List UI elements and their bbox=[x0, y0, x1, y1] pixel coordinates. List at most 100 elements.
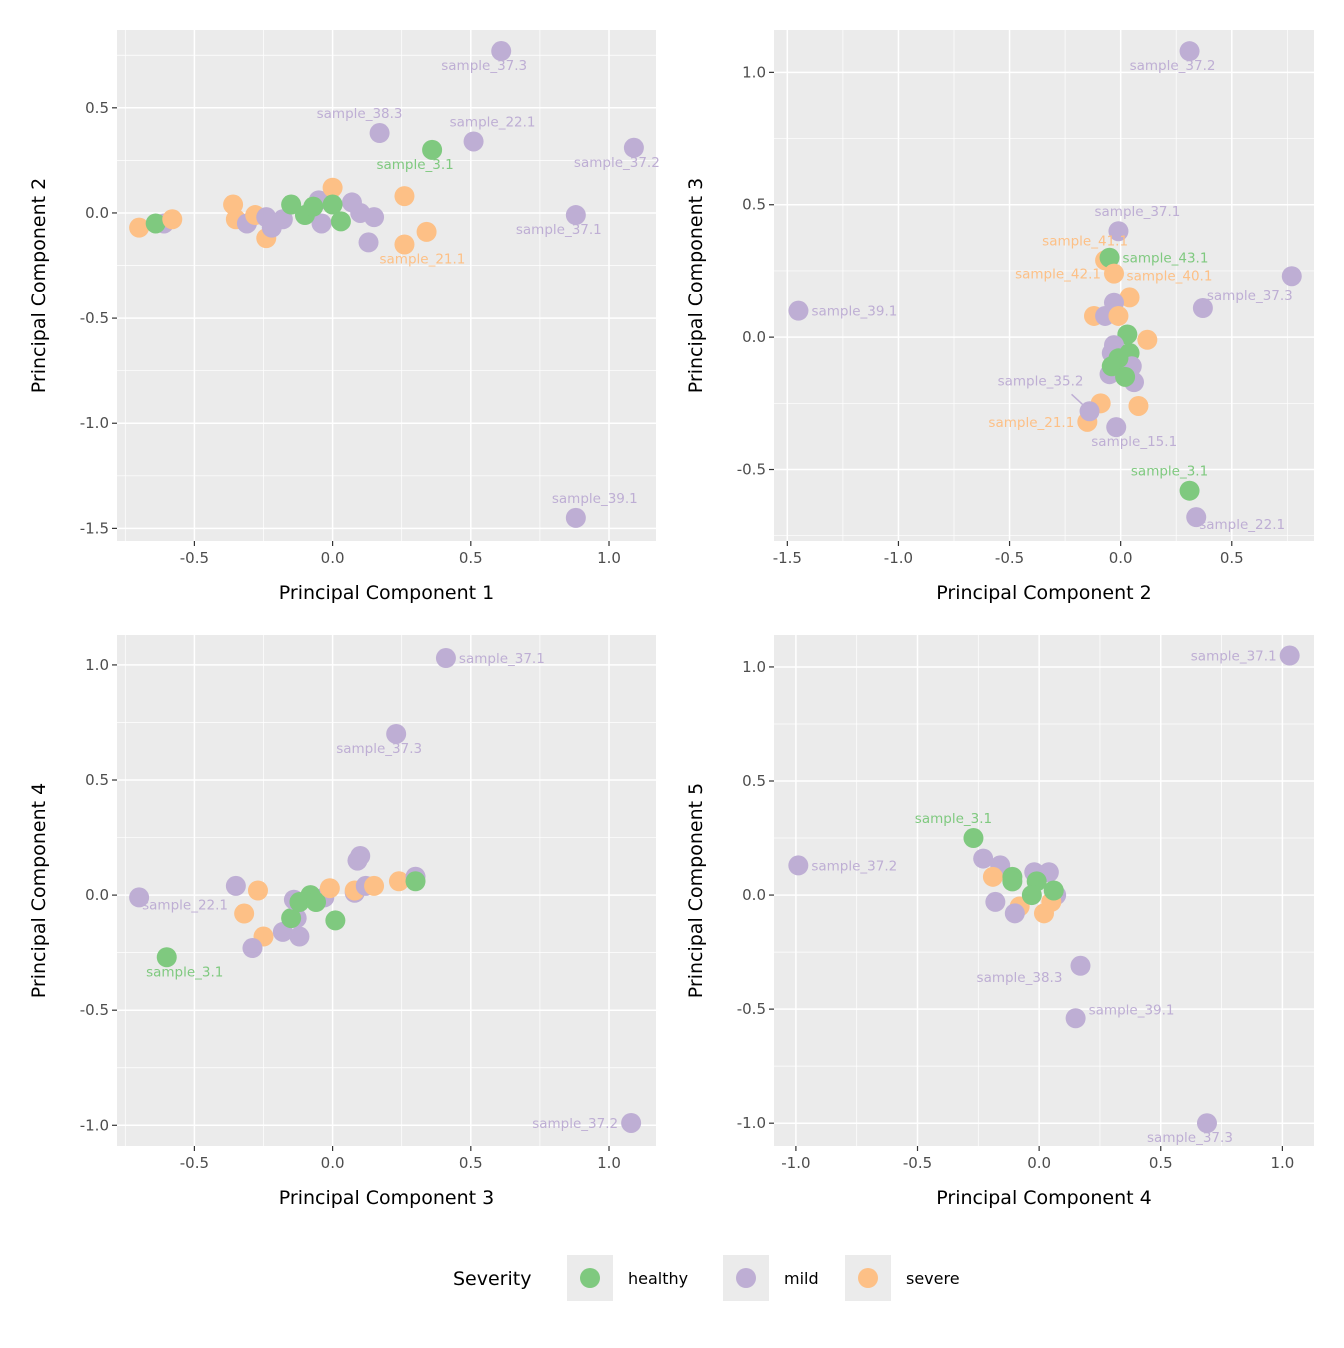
x-tick-label: -1.5 bbox=[773, 549, 802, 567]
data-point-healthy bbox=[325, 910, 346, 931]
point-label: sample_37.3 bbox=[1207, 288, 1293, 304]
y-tick-label: 0.0 bbox=[85, 204, 109, 222]
x-tick-label: 0.0 bbox=[1109, 549, 1133, 567]
data-point-mild bbox=[1186, 507, 1207, 528]
points bbox=[129, 648, 642, 1133]
x-tick-label: -0.5 bbox=[180, 549, 209, 567]
point-label: sample_41.1 bbox=[1042, 233, 1128, 249]
y-tick-label: -0.5 bbox=[737, 461, 766, 479]
point-label: sample_37.2 bbox=[532, 1116, 618, 1132]
data-point-healthy bbox=[422, 139, 443, 160]
data-point-severe bbox=[319, 878, 340, 899]
legend-swatch-healthy bbox=[580, 1268, 600, 1288]
y-tick-label: 1.0 bbox=[742, 63, 766, 81]
data-point-healthy bbox=[156, 947, 177, 968]
data-point-severe bbox=[1108, 305, 1129, 326]
data-point-mild bbox=[364, 207, 385, 228]
point-labels: sample_22.1 sample_37.1 sample_37.3 sample_… bbox=[142, 651, 618, 1132]
y-tick-label: -1.0 bbox=[80, 1116, 109, 1134]
data-point-healthy bbox=[145, 213, 166, 234]
data-point-mild bbox=[1179, 41, 1200, 62]
x-tick-label: 0.5 bbox=[1149, 1154, 1173, 1172]
x-tick-label: 0.5 bbox=[1220, 549, 1244, 567]
data-point-mild bbox=[1196, 1113, 1217, 1134]
x-tick-label: -0.5 bbox=[903, 1154, 932, 1172]
data-point-mild bbox=[788, 855, 809, 876]
data-point-healthy bbox=[1101, 356, 1122, 377]
data-point-mild bbox=[347, 850, 368, 871]
legend-item-mild: mild bbox=[723, 1255, 819, 1301]
data-point-mild bbox=[1070, 955, 1091, 976]
y-tick-label: 1.0 bbox=[85, 656, 109, 674]
panel-3: -0.5 0.0 0.5 1.0 -1.0 -0.5 0.0 0.5 1.0 Principal … bbox=[28, 635, 656, 1209]
data-point-healthy bbox=[303, 196, 324, 217]
data-point-mild bbox=[1079, 401, 1100, 422]
point-label: sample_42.1 bbox=[1015, 267, 1101, 283]
x-tick-label: 1.0 bbox=[597, 1154, 621, 1172]
data-point-mild bbox=[1108, 221, 1129, 242]
points bbox=[788, 41, 1302, 528]
y-axis-title: Principal Component 2 bbox=[28, 178, 50, 393]
points bbox=[788, 645, 1300, 1134]
data-point-mild bbox=[358, 232, 379, 253]
data-point-mild bbox=[463, 131, 484, 152]
point-label: sample_37.1 bbox=[459, 651, 545, 667]
point-label: sample_37.1 bbox=[1094, 204, 1180, 220]
data-point-mild bbox=[491, 41, 512, 62]
points bbox=[129, 41, 644, 528]
data-point-mild bbox=[289, 926, 310, 947]
data-point-severe bbox=[982, 866, 1003, 887]
x-axis-title: Principal Component 2 bbox=[936, 582, 1151, 604]
legend-swatch-mild bbox=[736, 1268, 756, 1288]
x-tick-label: 0.5 bbox=[459, 549, 483, 567]
x-tick-label: 1.0 bbox=[1270, 1154, 1294, 1172]
y-tick-label: 0.5 bbox=[742, 196, 766, 214]
panel-2: -1.5 -1.0 -0.5 0.0 0.5 -0.5 0.0 0.5 1.0 Principal… bbox=[685, 30, 1314, 604]
data-point-severe bbox=[1128, 395, 1149, 416]
data-point-mild bbox=[272, 209, 293, 230]
data-point-mild bbox=[369, 123, 390, 144]
data-point-mild bbox=[1192, 298, 1213, 319]
panel-background bbox=[774, 30, 1314, 541]
legend-label: severe bbox=[906, 1269, 960, 1288]
data-point-severe bbox=[322, 177, 343, 198]
data-point-healthy bbox=[306, 892, 327, 913]
point-label: sample_21.1 bbox=[380, 251, 466, 267]
point-label: sample_21.1 bbox=[988, 415, 1074, 431]
point-label: sample_37.1 bbox=[1191, 649, 1277, 665]
data-point-mild bbox=[621, 1112, 642, 1133]
data-point-healthy bbox=[405, 871, 426, 892]
y-tick-label: -0.5 bbox=[737, 1000, 766, 1018]
legend: Severity healthy mild severe bbox=[453, 1255, 960, 1301]
data-point-severe bbox=[1104, 263, 1124, 284]
x-axis-title: Principal Component 3 bbox=[279, 1187, 494, 1209]
point-labels: sample_37.1sample_41.1sample_43.1sample_… bbox=[811, 58, 1292, 533]
data-point-healthy bbox=[1043, 880, 1064, 901]
data-point-healthy bbox=[1021, 885, 1042, 906]
data-point-mild bbox=[623, 137, 644, 158]
data-point-healthy bbox=[963, 828, 984, 849]
legend-swatch-severe bbox=[858, 1268, 878, 1288]
data-point-severe bbox=[1137, 329, 1158, 350]
point-label: sample_39.1 bbox=[811, 304, 897, 320]
x-tick-label: -0.5 bbox=[995, 549, 1024, 567]
legend-label: mild bbox=[784, 1269, 819, 1288]
data-point-mild bbox=[386, 723, 407, 744]
data-point-severe bbox=[416, 221, 437, 242]
y-tick-label: 0.5 bbox=[85, 99, 109, 117]
point-label: sample_37.3 bbox=[441, 58, 527, 74]
point-label: sample_35.2 bbox=[998, 373, 1084, 389]
point-label: sample_22.1 bbox=[1199, 517, 1285, 533]
data-point-severe bbox=[388, 871, 409, 892]
x-axis-title: Principal Component 4 bbox=[936, 1187, 1151, 1209]
y-axis-title: Principal Component 4 bbox=[28, 783, 50, 998]
data-point-mild bbox=[225, 875, 246, 896]
x-tick-label: -1.0 bbox=[884, 549, 913, 567]
data-point-mild bbox=[1279, 645, 1300, 666]
data-point-mild bbox=[1281, 266, 1302, 287]
data-point-healthy bbox=[1117, 324, 1138, 345]
data-point-mild bbox=[1106, 417, 1127, 438]
data-point-mild bbox=[788, 300, 809, 321]
point-label: sample_39.1 bbox=[1089, 1002, 1175, 1018]
panel-4: -1.0 -0.5 0.0 0.5 1.0 -1.0 -0.5 0.0 0.5 1.0 Princi… bbox=[685, 635, 1314, 1209]
